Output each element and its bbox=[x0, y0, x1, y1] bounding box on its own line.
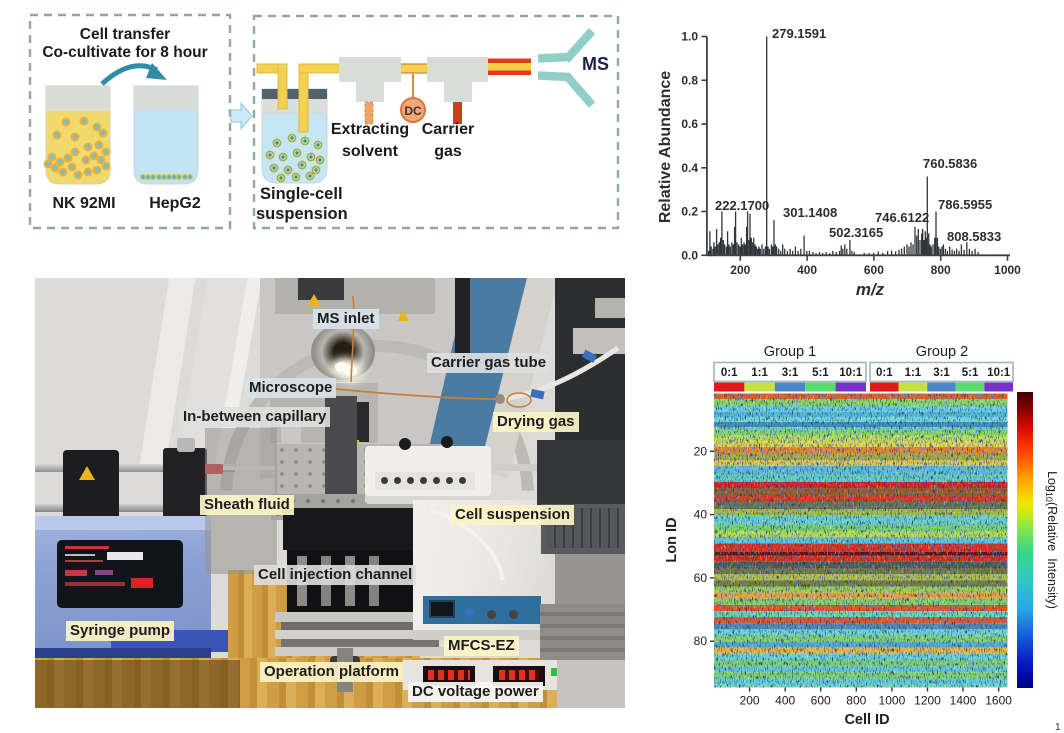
svg-text:Log10(Relative Intensity): Log10(Relative Intensity) bbox=[1044, 471, 1059, 609]
svg-text:solvent: solvent bbox=[342, 143, 399, 160]
svg-text:MS: MS bbox=[582, 54, 609, 74]
svg-text:m/z: m/z bbox=[856, 280, 885, 299]
svg-text:0:1: 0:1 bbox=[876, 367, 893, 379]
svg-text:HepG2: HepG2 bbox=[149, 195, 201, 212]
svg-text:3:1: 3:1 bbox=[782, 367, 799, 379]
svg-text:0.8: 0.8 bbox=[681, 73, 698, 87]
svg-text:3:1: 3:1 bbox=[933, 367, 950, 379]
svg-text:301.1408: 301.1408 bbox=[783, 205, 837, 220]
svg-text:5:1: 5:1 bbox=[812, 367, 829, 379]
svg-text:Cell transfer: Cell transfer bbox=[80, 26, 170, 43]
svg-text:1600: 1600 bbox=[985, 694, 1012, 708]
svg-text:10:1: 10:1 bbox=[839, 367, 863, 379]
svg-text:60: 60 bbox=[694, 571, 708, 585]
svg-text:1:1: 1:1 bbox=[751, 367, 768, 379]
svg-text:Co-cultivate for 8 hour: Co-cultivate for 8 hour bbox=[42, 44, 207, 61]
svg-text:Lon ID: Lon ID bbox=[664, 517, 680, 562]
svg-text:600: 600 bbox=[811, 694, 831, 708]
svg-text:0.0: 0.0 bbox=[681, 248, 698, 262]
svg-text:Group 2: Group 2 bbox=[916, 344, 968, 360]
svg-text:Group 1: Group 1 bbox=[764, 344, 816, 360]
svg-text:Cell ID: Cell ID bbox=[844, 712, 889, 728]
svg-text:5:1: 5:1 bbox=[962, 367, 979, 379]
svg-text:808.5833: 808.5833 bbox=[947, 229, 1001, 244]
svg-text:1: 1 bbox=[1055, 722, 1061, 733]
svg-text:502.3165: 502.3165 bbox=[829, 225, 883, 240]
svg-text:80: 80 bbox=[694, 634, 708, 648]
svg-text:746.6122: 746.6122 bbox=[875, 210, 929, 225]
svg-text:10:1: 10:1 bbox=[987, 367, 1011, 379]
svg-text:1.0: 1.0 bbox=[681, 30, 698, 44]
svg-text:DC: DC bbox=[404, 104, 422, 118]
svg-text:NK 92MI: NK 92MI bbox=[52, 195, 115, 212]
svg-text:222.1700: 222.1700 bbox=[715, 198, 769, 213]
svg-text:786.5955: 786.5955 bbox=[938, 197, 992, 212]
svg-text:400: 400 bbox=[797, 263, 817, 277]
svg-text:279.1591: 279.1591 bbox=[772, 26, 826, 41]
svg-text:0.4: 0.4 bbox=[681, 161, 698, 175]
svg-text:gas: gas bbox=[434, 143, 462, 160]
svg-text:Single-cell: Single-cell bbox=[260, 185, 343, 203]
svg-text:suspension: suspension bbox=[256, 205, 348, 223]
svg-text:600: 600 bbox=[864, 263, 884, 277]
svg-text:400: 400 bbox=[775, 694, 795, 708]
svg-text:800: 800 bbox=[846, 694, 866, 708]
svg-text:Extracting: Extracting bbox=[331, 121, 409, 138]
svg-text:20: 20 bbox=[694, 444, 708, 458]
svg-text:800: 800 bbox=[931, 263, 951, 277]
svg-text:1400: 1400 bbox=[950, 694, 977, 708]
svg-text:40: 40 bbox=[694, 508, 708, 522]
svg-text:1:1: 1:1 bbox=[905, 367, 922, 379]
svg-text:0:1: 0:1 bbox=[721, 367, 738, 379]
svg-text:1000: 1000 bbox=[879, 694, 906, 708]
svg-text:1000: 1000 bbox=[994, 263, 1021, 277]
svg-text:0.6: 0.6 bbox=[681, 117, 698, 131]
svg-text:Carrier: Carrier bbox=[422, 121, 474, 138]
svg-text:1200: 1200 bbox=[914, 694, 941, 708]
svg-text:Relative Abundance: Relative Abundance bbox=[657, 71, 674, 223]
svg-text:200: 200 bbox=[740, 694, 760, 708]
svg-text:760.5836: 760.5836 bbox=[923, 156, 977, 171]
svg-text:200: 200 bbox=[730, 263, 750, 277]
svg-text:0.2: 0.2 bbox=[681, 205, 698, 219]
